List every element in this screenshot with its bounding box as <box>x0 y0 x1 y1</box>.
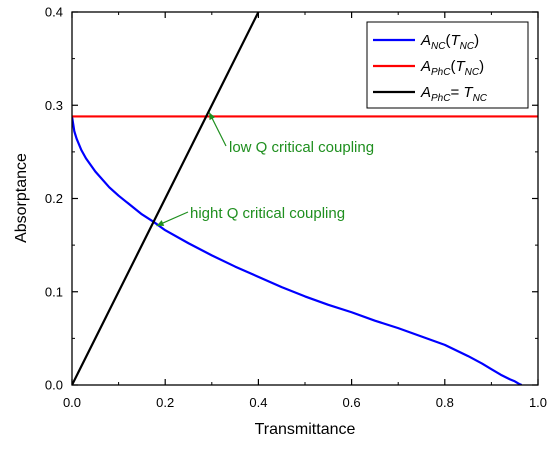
series-line-anc <box>72 116 523 385</box>
legend-label-eq: APhC= TNC <box>420 84 488 104</box>
legend-label-aphc: APhC(TNC) <box>420 58 484 78</box>
y-tick-label: 0.2 <box>45 191 63 206</box>
legend-label-anc: ANC(TNC) <box>420 32 479 52</box>
y-tick-label: 0.1 <box>45 284 63 299</box>
x-tick-label: 0.8 <box>436 395 454 410</box>
annotation-arrowhead-low <box>209 112 216 121</box>
series-line-eq <box>72 12 260 385</box>
y-tick-label: 0.0 <box>45 378 63 393</box>
annotation-low: low Q critical coupling <box>229 139 374 156</box>
y-tick-label: 0.3 <box>45 98 63 113</box>
x-tick-label: 0.6 <box>343 395 361 410</box>
x-tick-label: 1.0 <box>529 395 547 410</box>
annotation-high: hight Q critical coupling <box>190 205 345 222</box>
y-axis-title: Absorptance <box>13 153 30 243</box>
x-tick-label: 0.0 <box>63 395 81 410</box>
x-tick-label: 0.2 <box>156 395 174 410</box>
annotation-arrowhead-high <box>156 220 165 226</box>
y-tick-label: 0.4 <box>45 5 63 20</box>
x-axis-title: Transmittance <box>255 421 356 438</box>
legend: ANC(TNC) APhC(TNC) APhC= TNC <box>366 21 529 109</box>
x-tick-label: 0.4 <box>249 395 267 410</box>
